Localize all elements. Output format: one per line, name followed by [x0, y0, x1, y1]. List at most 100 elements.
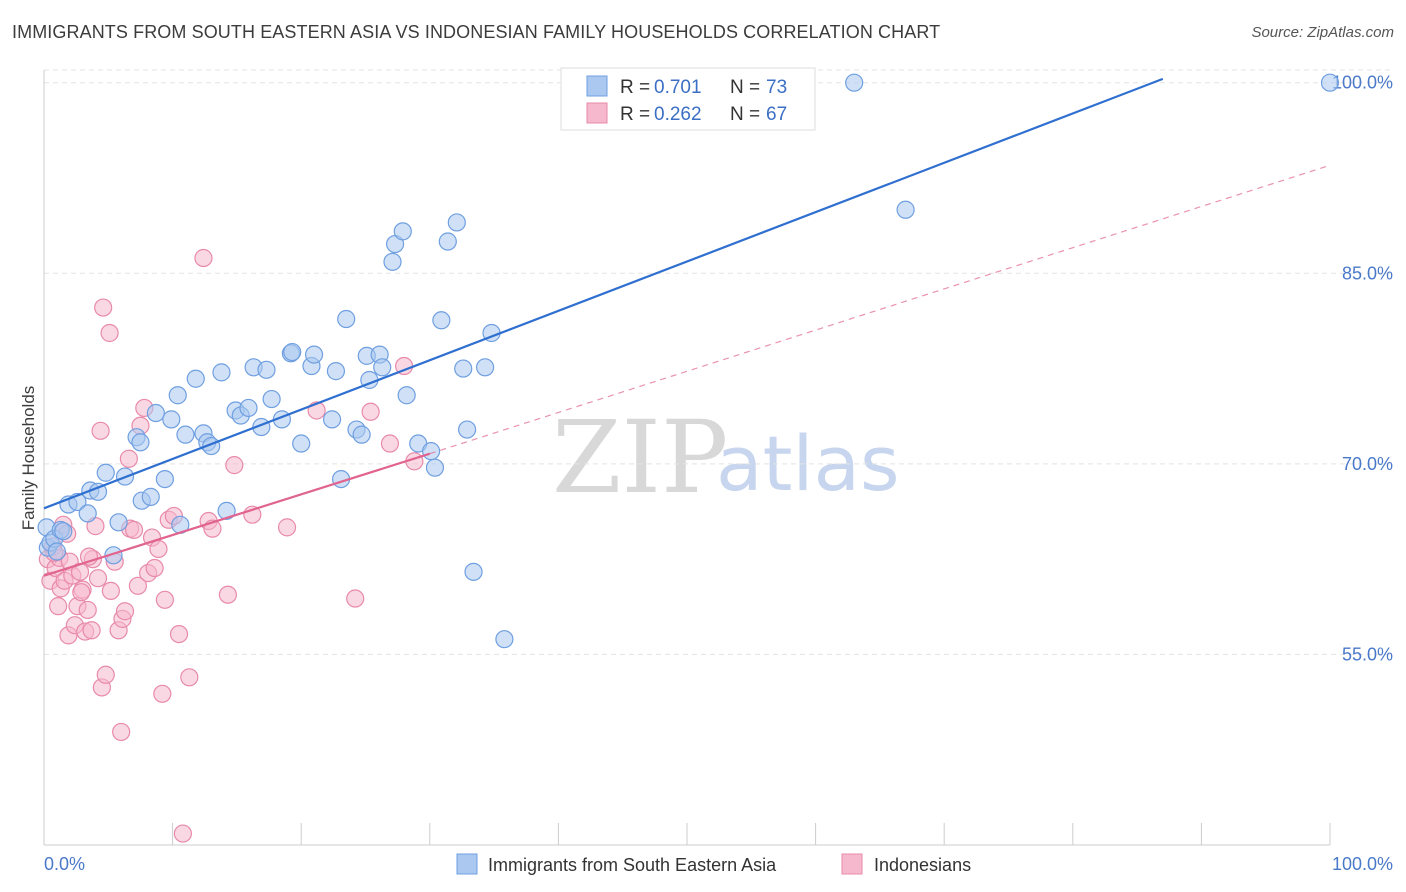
y-tick-label: 70.0%	[1342, 454, 1393, 474]
point-immigrants-se-asia	[78, 504, 97, 523]
point-immigrants-se-asia	[292, 434, 311, 453]
point-indonesians	[155, 590, 174, 609]
bottom-legend-swatch-pink	[841, 853, 863, 875]
point-indonesians	[49, 597, 68, 616]
point-immigrants-se-asia	[352, 425, 371, 444]
point-immigrants-se-asia	[464, 562, 483, 581]
point-immigrants-se-asia	[212, 363, 231, 382]
point-immigrants-se-asia	[454, 359, 473, 378]
point-indonesians	[96, 665, 115, 684]
trend-line-immigrants-se-asia	[43, 77, 1164, 510]
point-immigrants-se-asia	[322, 410, 342, 429]
legend-top: R = 0.701 N = 73 R = 0.262 N = 67	[560, 67, 816, 131]
point-immigrants-se-asia	[168, 386, 187, 405]
series-immigrants-se-asia	[37, 73, 1340, 649]
point-indonesians	[112, 722, 131, 742]
point-immigrants-se-asia	[896, 200, 915, 219]
point-immigrants-se-asia	[283, 342, 302, 362]
point-immigrants-se-asia	[262, 389, 281, 409]
point-immigrants-se-asia	[326, 362, 346, 381]
legend-bottom: Immigrants from South Eastern Asia Indon…	[456, 853, 971, 875]
x-axis-tick-labels: 0.0% 100.0%	[44, 854, 1393, 874]
point-immigrants-se-asia	[383, 252, 402, 271]
bottom-legend-swatch-blue	[456, 853, 478, 875]
point-immigrants-se-asia	[447, 213, 466, 232]
point-indonesians	[194, 248, 213, 268]
x-tick-label-max: 100.0%	[1332, 854, 1393, 874]
point-indonesians	[124, 520, 144, 540]
point-immigrants-se-asia	[146, 403, 165, 423]
point-immigrants-se-asia	[373, 358, 392, 377]
point-indonesians	[173, 824, 192, 843]
trend-lines	[43, 77, 1331, 577]
legend-r-label-blue: R =	[620, 77, 650, 98]
y-tick-label: 100.0%	[1332, 73, 1393, 93]
x-tick-label-min: 0.0%	[44, 854, 85, 874]
bottom-legend-label-pink: Indonesians	[874, 855, 971, 875]
point-immigrants-se-asia	[432, 311, 451, 330]
point-indonesians	[346, 589, 365, 608]
point-indonesians	[145, 558, 164, 578]
point-immigrants-se-asia	[155, 469, 174, 489]
legend-r-label-pink: R =	[620, 104, 650, 125]
y-axis-tick-labels: 55.0% 70.0% 85.0% 100.0%	[1332, 73, 1393, 665]
legend-n-label-pink: N =	[730, 104, 760, 125]
legend-r-value-blue: 0.701	[654, 77, 702, 98]
point-indonesians	[88, 569, 108, 588]
x-axis-ticks	[43, 823, 1331, 845]
point-immigrants-se-asia	[421, 442, 441, 461]
point-immigrants-se-asia	[495, 630, 514, 649]
legend-swatch-blue	[586, 75, 608, 97]
point-indonesians	[169, 624, 189, 644]
point-indonesians	[119, 449, 138, 468]
point-immigrants-se-asia	[217, 501, 236, 520]
point-immigrants-se-asia	[457, 420, 477, 439]
point-immigrants-se-asia	[162, 410, 181, 429]
point-indonesians	[100, 323, 119, 343]
point-immigrants-se-asia	[438, 232, 457, 251]
legend-swatch-pink	[586, 102, 608, 124]
y-tick-label: 85.0%	[1342, 263, 1393, 283]
point-immigrants-se-asia	[109, 513, 128, 532]
point-immigrants-se-asia	[257, 360, 276, 379]
legend-r-value-pink: 0.262	[654, 104, 702, 125]
point-immigrants-se-asia	[186, 369, 205, 388]
point-indonesians	[82, 621, 101, 640]
point-indonesians	[225, 456, 244, 475]
point-indonesians	[218, 585, 237, 604]
point-indonesians	[78, 600, 97, 620]
point-immigrants-se-asia	[47, 542, 66, 561]
point-indonesians	[94, 298, 113, 317]
point-immigrants-se-asia	[845, 73, 864, 92]
point-indonesians	[72, 583, 91, 602]
point-immigrants-se-asia	[1320, 73, 1340, 92]
legend-n-value-pink: 67	[766, 104, 787, 125]
point-immigrants-se-asia	[176, 425, 195, 444]
y-tick-label: 55.0%	[1342, 644, 1393, 664]
point-indonesians	[149, 539, 168, 559]
bottom-legend-label-blue: Immigrants from South Eastern Asia	[488, 855, 777, 875]
point-immigrants-se-asia	[393, 222, 412, 241]
point-immigrants-se-asia	[337, 309, 356, 329]
watermark-zip: ZIP	[552, 399, 728, 516]
point-indonesians	[91, 421, 110, 440]
point-immigrants-se-asia	[475, 358, 495, 377]
point-indonesians	[180, 668, 199, 687]
trend-line-indonesians	[43, 452, 431, 577]
point-immigrants-se-asia	[54, 522, 73, 541]
series-indonesians	[38, 248, 424, 843]
point-indonesians	[101, 581, 120, 601]
point-indonesians	[361, 402, 380, 421]
point-immigrants-se-asia	[131, 433, 150, 452]
point-indonesians	[380, 434, 400, 453]
chart-title: IMMIGRANTS FROM SOUTH EASTERN ASIA VS IN…	[12, 22, 941, 42]
point-immigrants-se-asia	[96, 463, 115, 482]
point-indonesians	[128, 576, 147, 595]
point-immigrants-se-asia	[304, 345, 324, 364]
point-indonesians	[153, 684, 172, 703]
point-immigrants-se-asia	[397, 386, 416, 405]
legend-n-label-blue: N =	[730, 77, 760, 98]
point-immigrants-se-asia	[141, 487, 160, 506]
point-indonesians	[277, 518, 297, 537]
